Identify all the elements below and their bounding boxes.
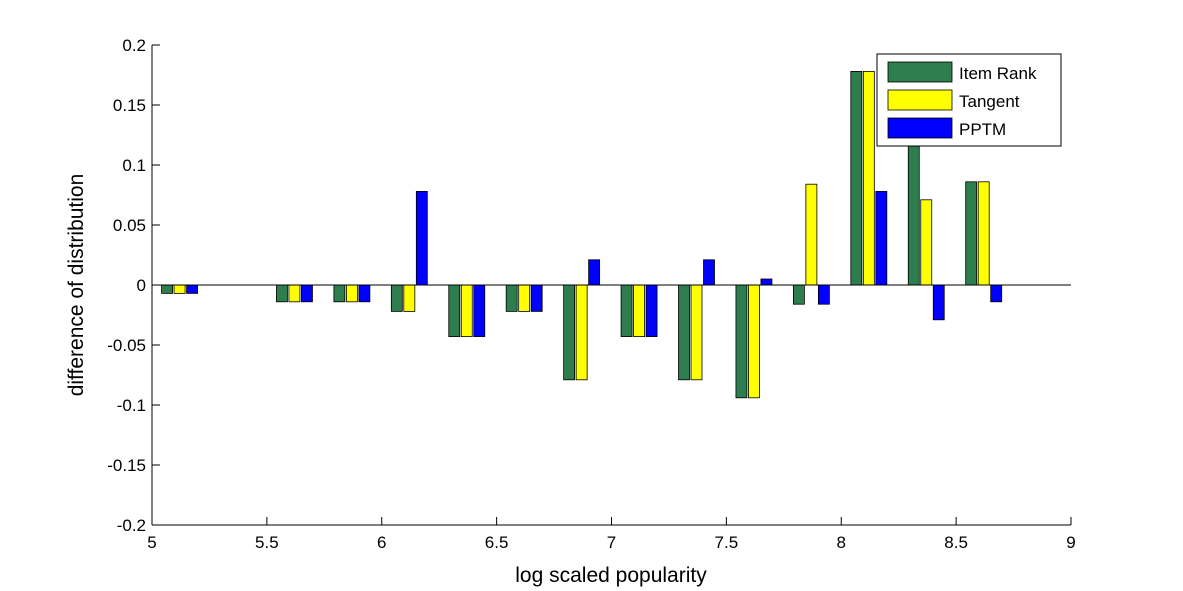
y-tick-label: -0.1 bbox=[117, 396, 146, 415]
bar-tangent-12 bbox=[920, 199, 933, 286]
y-axis-label: difference of distribution bbox=[65, 174, 88, 397]
bar-pptm-6 bbox=[588, 259, 601, 286]
bar-pptm-12 bbox=[932, 284, 945, 321]
bar-item-rank-12 bbox=[907, 140, 920, 286]
x-tick-label: 8.5 bbox=[944, 533, 968, 552]
legend-swatch-tangent bbox=[887, 89, 953, 111]
x-tick-label: 5.5 bbox=[255, 533, 279, 552]
bar-tangent-4 bbox=[460, 284, 473, 337]
bar-tangent-5 bbox=[518, 284, 531, 312]
bar-item-rank-10 bbox=[792, 284, 805, 305]
bar-tangent-6 bbox=[575, 284, 588, 381]
bar-tangent-11 bbox=[862, 71, 875, 286]
ticks-layer: 5 5.5 6 6.5 7 7.5 8 8.5 9 -0.2 -0.15 -0.1 -0.05 0 0.05… bbox=[107, 36, 1075, 552]
bar-pptm-3 bbox=[415, 190, 428, 286]
bar-pptm-11 bbox=[875, 190, 888, 286]
bar-pptm-0 bbox=[186, 284, 198, 294]
x-tick-label: 7 bbox=[607, 533, 616, 552]
bar-item-rank-11 bbox=[850, 71, 863, 286]
bar-tangent-2 bbox=[345, 284, 358, 303]
bar-tangent-8 bbox=[690, 284, 703, 381]
bar-pptm-9 bbox=[760, 278, 773, 286]
legend-swatch-item-rank bbox=[887, 61, 953, 83]
x-axis-label: log scaled popularity bbox=[515, 564, 707, 587]
y-tick-label: -0.2 bbox=[117, 516, 146, 535]
x-tick-label: 5 bbox=[147, 533, 156, 552]
bar-item-rank-8 bbox=[678, 284, 690, 381]
x-tick-label: 6 bbox=[377, 533, 386, 552]
y-tick-label: -0.15 bbox=[107, 456, 146, 475]
bar-item-rank-1 bbox=[276, 284, 288, 303]
legend-label: Item Rank bbox=[959, 64, 1037, 83]
y-tick-label: 0.2 bbox=[122, 36, 146, 55]
bar-pptm-13 bbox=[990, 284, 1003, 303]
y-tick-label: -0.05 bbox=[107, 336, 146, 355]
bar-pptm-5 bbox=[530, 284, 543, 312]
bar-tangent-7 bbox=[633, 284, 645, 337]
bar-tangent-3 bbox=[403, 284, 416, 312]
bar-item-rank-7 bbox=[620, 284, 633, 337]
x-tick-label: 9 bbox=[1066, 533, 1075, 552]
bars-layer bbox=[161, 71, 1003, 399]
y-tick-label: 0 bbox=[137, 276, 146, 295]
legend-label: PPTM bbox=[959, 120, 1006, 139]
bar-item-rank-5 bbox=[505, 284, 518, 312]
bar-item-rank-3 bbox=[390, 284, 403, 312]
bar-pptm-7 bbox=[645, 284, 658, 337]
y-tick-label: 0.1 bbox=[122, 156, 146, 175]
bar-tangent-9 bbox=[748, 284, 760, 399]
bar-tangent-10 bbox=[805, 183, 818, 286]
bar-tangent-13 bbox=[977, 181, 990, 286]
bar-tangent-1 bbox=[288, 284, 301, 303]
y-tick-label: 0.15 bbox=[113, 96, 146, 115]
bar-tangent-0 bbox=[173, 284, 186, 294]
bar-item-rank-13 bbox=[965, 181, 978, 286]
legend-label: Tangent bbox=[959, 92, 1020, 111]
y-tick-label: 0.05 bbox=[113, 216, 146, 235]
legend: Item Rank Tangent PPTM bbox=[876, 53, 1062, 147]
x-tick-label: 7.5 bbox=[715, 533, 739, 552]
x-tick-label: 6.5 bbox=[485, 533, 509, 552]
bar-pptm-8 bbox=[703, 259, 715, 286]
x-tick-label: 8 bbox=[837, 533, 846, 552]
bar-item-rank-9 bbox=[735, 284, 748, 399]
bar-pptm-1 bbox=[301, 284, 313, 303]
legend-swatch-pptm bbox=[887, 117, 953, 139]
bar-item-rank-6 bbox=[563, 284, 576, 381]
bar-item-rank-4 bbox=[448, 284, 461, 337]
bar-pptm-2 bbox=[358, 284, 371, 303]
bar-item-rank-0 bbox=[161, 284, 173, 294]
bar-item-rank-2 bbox=[333, 284, 346, 303]
bar-pptm-4 bbox=[473, 284, 486, 337]
bar-pptm-10 bbox=[817, 284, 830, 305]
